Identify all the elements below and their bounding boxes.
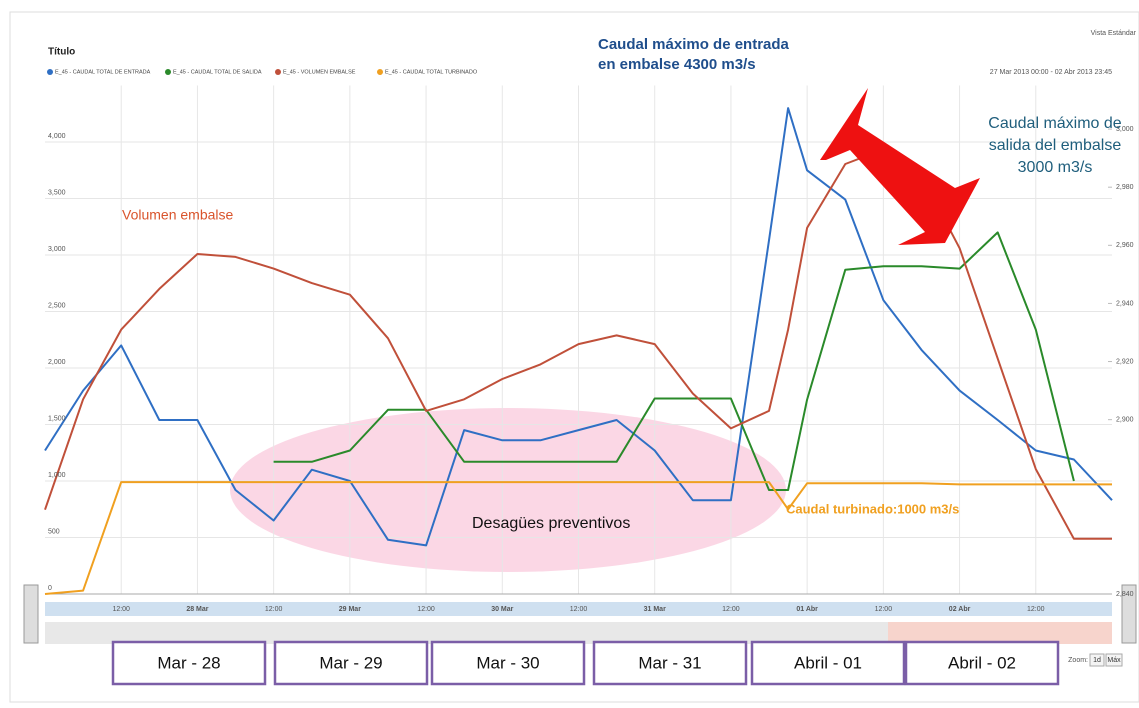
x-tick-label: 28 Mar [186,606,208,613]
x-tick-label: 30 Mar [491,606,513,613]
zoom-button-label[interactable]: Máx [1107,657,1121,664]
zoom-label: Zoom: [1068,657,1088,664]
legend-label: E_45 - CAUDAL TOTAL TURBINADO [385,69,478,75]
x-tick-label: 12:00 [265,606,283,613]
navigator [45,622,1112,644]
annotation: Volumen embalse [122,207,234,223]
day-box [750,640,906,686]
x-tick-label: 12:00 [1027,606,1045,613]
toolbar-right[interactable] [1121,584,1137,644]
date-range: 27 Mar 2013 00:00 - 02 Abr 2013 23:45 [990,69,1112,76]
x-tick-label: 02 Abr [949,606,971,613]
frame [9,11,1139,703]
day-box-label: Mar - 31 [638,653,701,672]
y2-tick-label: 2,900 [1116,417,1134,424]
legend-marker [377,69,383,75]
annotation: Caudal máximo de [988,115,1122,132]
x-tick-label: 12:00 [417,606,435,613]
y-tick-label: 2,500 [48,302,66,309]
y-tick-label: 3,500 [48,189,66,196]
toolbar-left[interactable] [23,584,39,644]
y-tick-label: 4,000 [48,133,66,140]
y2-tick-label: 2,980 [1116,184,1134,191]
annotation: en embalse 4300 m3/s [598,56,756,73]
navigator-selection [888,622,1112,644]
y-tick-label: 0 [48,585,52,592]
legend-marker [47,69,53,75]
annotation: 3000 m3/s [1018,159,1093,176]
annotation: salida del embalse [989,137,1122,154]
x-tick-label: 29 Mar [339,606,361,613]
day-box [111,640,267,686]
y2-tick-label: 2,920 [1116,358,1134,365]
y-tick-label: 500 [48,528,60,535]
y2-tick-label: 3,000 [1116,126,1134,133]
y2-tick-label: 2,940 [1116,300,1134,307]
day-box [273,640,429,686]
x-tick-label: 12:00 [722,606,740,613]
legend-label: E_45 - VOLUMEN EMBALSE [283,69,356,75]
annotation: Caudal máximo de entrada [598,36,790,53]
legend-marker [275,69,281,75]
view-label[interactable]: Vista Estándar [1091,30,1137,37]
time-axis-band [45,602,1112,616]
x-tick-label: 31 Mar [644,606,666,613]
day-box [592,640,748,686]
series-line [44,107,1113,547]
day-box-label: Mar - 29 [319,653,382,672]
series-line [273,231,1075,491]
x-tick-label: 12:00 [875,606,893,613]
legend-label: E_45 - CAUDAL TOTAL DE SALIDA [173,69,262,75]
day-box-label: Abril - 01 [794,653,862,672]
day-box-label: Mar - 28 [157,653,220,672]
highlight-ellipse [230,408,786,572]
zoom-button[interactable] [1089,653,1105,667]
y-tick-label: 3,000 [48,246,66,253]
x-tick-label: 01 Abr [796,606,818,613]
day-box [904,640,1060,686]
arrow [820,88,980,245]
legend-marker [165,69,171,75]
x-tick-label: 12:00 [112,606,130,613]
legend-label: E_45 - CAUDAL TOTAL DE ENTRADA [55,69,151,75]
day-box-label: Mar - 30 [476,653,539,672]
y-tick-label: 1,500 [48,415,66,422]
y2-tick-label: 2,960 [1116,242,1134,249]
chart-title: Título [48,47,75,58]
annotation: Caudal turbinado:1000 m3/s [786,501,959,516]
zoom-button[interactable] [1105,653,1123,667]
zoom-button-label[interactable]: 1d [1093,657,1101,664]
day-box [430,640,586,686]
x-tick-label: 12:00 [570,606,588,613]
series-line [44,481,1112,595]
y2-tick-label: 2,840 [1116,591,1134,598]
annotation: Desagües preventivos [472,515,630,532]
y-tick-label: 2,000 [48,359,66,366]
plot [44,85,1113,595]
y-tick-label: 1,000 [48,472,66,479]
day-box-label: Abril - 02 [948,653,1016,672]
